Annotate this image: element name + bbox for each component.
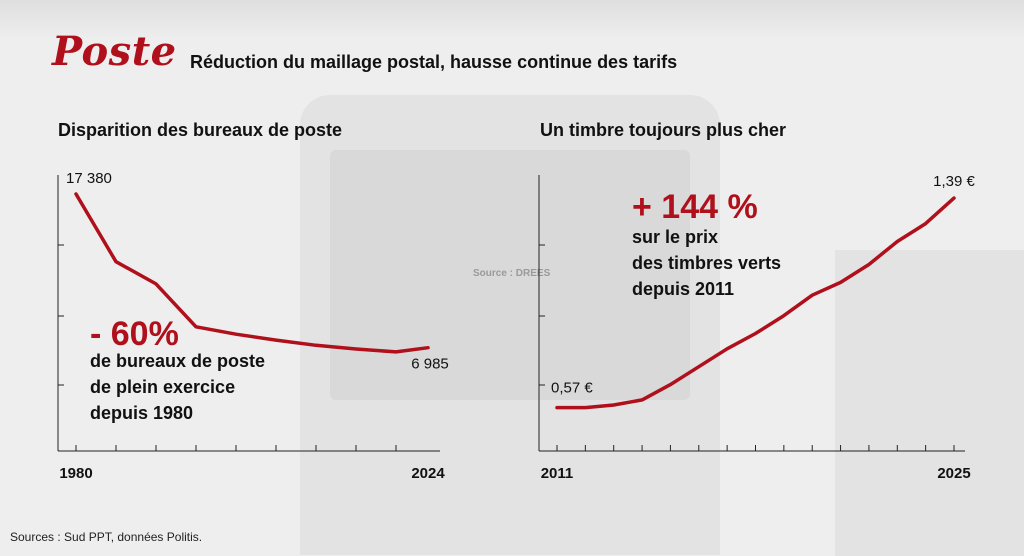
left-annotation-line: de plein exercice — [90, 377, 236, 397]
left-start-value-label: 17 380 — [66, 170, 112, 187]
right-start-value-label: 0,57 € — [551, 380, 593, 397]
source-note: Sources : Sud PPT, données Politis. — [10, 530, 203, 544]
left-annotation-line: de bureaux de poste — [90, 351, 266, 371]
left-annotation-line: depuis 1980 — [90, 403, 194, 423]
left-series-line — [74, 192, 430, 354]
left-annotation-value: - 60% — [90, 315, 179, 353]
right-annotation-value: + 144 % — [632, 188, 758, 226]
left-x-tick-label: 1980 — [59, 465, 92, 482]
page-title: Poste — [52, 28, 177, 75]
left-end-value-label: 6 985 — [411, 356, 449, 373]
right-series-line — [555, 196, 956, 410]
right-x-tick-label: 2025 — [937, 465, 970, 482]
right-chart-title: Un timbre toujours plus cher — [540, 120, 787, 140]
right-x-tick-label: 2011 — [541, 465, 574, 482]
page-subtitle: Réduction du maillage postal, hausse con… — [190, 52, 678, 72]
left-chart-title: Disparition des bureaux de poste — [58, 120, 343, 140]
right-annotation-text: sur le prix des timbres verts depuis 201… — [632, 224, 781, 302]
right-annotation-line: des timbres verts — [632, 253, 782, 273]
right-end-value-label: 1,39 € — [933, 173, 975, 190]
right-annotation-line: depuis 2011 — [632, 279, 735, 299]
left-annotation-text: de bureaux de poste de plein exercice de… — [90, 348, 265, 426]
right-annotation-line: sur le prix — [632, 227, 719, 247]
left-x-tick-label: 2024 — [411, 465, 445, 482]
